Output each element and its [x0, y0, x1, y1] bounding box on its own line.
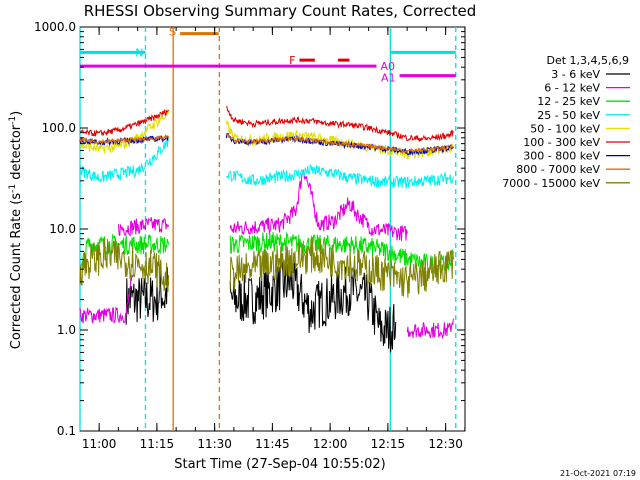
series-line — [229, 169, 408, 241]
series-800-7000keV — [79, 133, 454, 154]
y-tick-label: 0.1 — [57, 424, 76, 438]
series-line — [79, 134, 169, 147]
y-tick-label: 1000.0 — [34, 20, 76, 34]
y-axis-label: Corrected Count Rate (s-1 detector-1) — [8, 111, 24, 349]
series-6-12keV — [79, 169, 454, 340]
x-tick-label: 11:45 — [255, 437, 290, 451]
flag-label-S: S — [169, 26, 176, 39]
legend-title: Det 1,3,4,5,6,9 — [546, 54, 629, 67]
y-axis-label-sup2: -1 — [8, 116, 18, 125]
legend-entry-label: 100 - 300 keV — [523, 136, 600, 149]
y-axis-label-mid: detector — [9, 124, 24, 184]
y-axis-label-end: ) — [9, 111, 24, 116]
flag-label-A1: A1 — [381, 72, 396, 85]
series-line — [225, 120, 454, 160]
series-line — [79, 137, 170, 183]
series-line — [225, 133, 454, 154]
legend-entry-label: 7000 - 15000 keV — [502, 177, 600, 190]
series-line — [118, 217, 170, 237]
legend-entry-label: 12 - 25 keV — [537, 95, 600, 108]
flag-label-F: F — [289, 54, 295, 67]
series-25-50keV — [79, 137, 454, 190]
y-tick-label: 1.0 — [57, 323, 76, 337]
series-line — [406, 318, 454, 340]
series-line — [226, 105, 454, 142]
legend-entry-label: 3 - 6 keV — [551, 68, 600, 81]
legend-entry-label: 50 - 100 keV — [530, 122, 600, 135]
series-line — [79, 238, 170, 293]
y-axis-label-sup1: -1 — [8, 184, 18, 193]
series-7000-15000keV — [79, 237, 454, 298]
axes: 0.1 1.0 10.0 100.0 1000.0 11:00 11:15 11:30 11:4… — [34, 20, 466, 451]
legend-entry-label: 6 - 12 keV — [544, 82, 600, 95]
x-tick-label: 11:30 — [197, 437, 232, 451]
series-line — [225, 163, 454, 190]
x-tick-label: 12:00 — [313, 437, 348, 451]
series-line — [79, 109, 169, 137]
series-line — [79, 274, 135, 325]
legend-entry-label: 300 - 800 keV — [523, 150, 600, 163]
legend-entry-label: 25 - 50 keV — [537, 109, 600, 122]
flag-label-A0: A0 — [380, 60, 395, 73]
timestamp: 21-Oct-2021 07:19 — [560, 469, 636, 478]
series-layer — [79, 105, 454, 353]
series-line — [229, 237, 454, 298]
y-tick-label: 10.0 — [49, 222, 76, 236]
legend-entry-label: 800 - 7000 keV — [516, 163, 600, 176]
x-tick-label: 12:30 — [428, 437, 463, 451]
x-tick-label: 12:15 — [371, 437, 406, 451]
x-tick-label: 11:00 — [82, 437, 117, 451]
series-line — [229, 260, 397, 353]
series-100-300keV — [79, 105, 454, 142]
flag-label-N: N — [135, 46, 143, 59]
series-line — [79, 133, 170, 145]
series-50-100keV — [79, 108, 454, 160]
x-tick-label: 11:15 — [140, 437, 175, 451]
y-tick-label: 100.0 — [42, 121, 76, 135]
chart-title: RHESSI Observing Summary Count Rates, Co… — [84, 2, 477, 20]
series-line — [125, 267, 170, 325]
y-axis-label-main: Corrected Count Rate (s — [9, 193, 24, 350]
series-line — [229, 231, 454, 275]
x-axis-label: Start Time (27-Sep-04 10:55:02) — [174, 457, 385, 472]
series-3-6keV — [125, 260, 397, 353]
series-line — [79, 108, 170, 154]
